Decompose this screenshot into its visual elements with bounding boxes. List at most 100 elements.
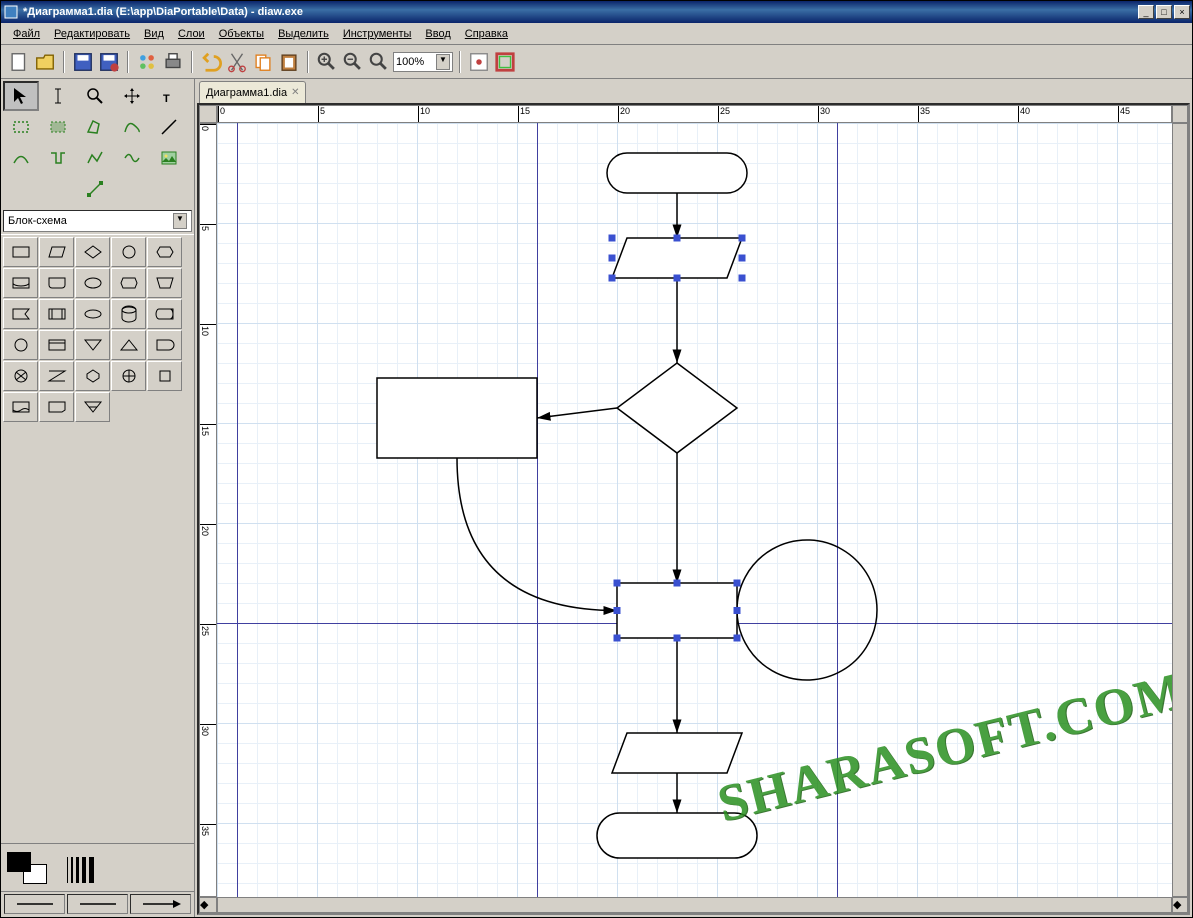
shape-16[interactable] [39, 330, 74, 360]
minimize-button[interactable]: _ [1138, 5, 1154, 19]
tool-pointer[interactable] [3, 81, 39, 111]
menu-help[interactable]: Справка [459, 26, 514, 42]
shape-23[interactable] [111, 361, 146, 391]
tool-arc[interactable] [3, 143, 39, 173]
tool-zigzag[interactable] [40, 143, 76, 173]
grid-button[interactable] [493, 50, 517, 74]
save-button[interactable] [71, 50, 95, 74]
print-button[interactable] [161, 50, 185, 74]
undo-button[interactable] [199, 50, 223, 74]
shape-12[interactable] [75, 299, 110, 329]
shape-26[interactable] [39, 392, 74, 422]
menubar: Файл Редактировать Вид Слои Объекты Выде… [1, 23, 1192, 45]
shape-24[interactable] [147, 361, 182, 391]
shape-7[interactable] [75, 268, 110, 298]
document-tab[interactable]: Диаграмма1.dia ✕ [199, 81, 306, 103]
nav-corner[interactable]: ◆ [199, 897, 217, 913]
tool-rect[interactable] [3, 112, 39, 142]
menu-select[interactable]: Выделить [272, 26, 335, 42]
tool-ellipse[interactable] [40, 112, 76, 142]
resize-corner[interactable]: ◆ [1172, 897, 1188, 913]
chevron-down-icon[interactable]: ▼ [436, 54, 450, 70]
shape-9[interactable] [147, 268, 182, 298]
shape-palette [1, 234, 194, 424]
line-start-style[interactable] [4, 894, 65, 914]
shape-8[interactable] [111, 268, 146, 298]
color-swatch[interactable] [7, 852, 47, 884]
toolbox-panel: T Блок-схема ▼ [1, 79, 195, 917]
line-width-picker[interactable] [67, 853, 94, 883]
cut-button[interactable] [225, 50, 249, 74]
menu-edit[interactable]: Редактировать [48, 26, 136, 42]
shape-22[interactable] [75, 361, 110, 391]
shape-11[interactable] [39, 299, 74, 329]
app-icon [3, 4, 19, 20]
shape-3[interactable] [111, 237, 146, 267]
prefs-button[interactable] [135, 50, 159, 74]
maximize-button[interactable]: □ [1156, 5, 1172, 19]
flowchart-svg [217, 123, 1172, 897]
shape-25[interactable] [3, 392, 38, 422]
copy-button[interactable] [251, 50, 275, 74]
zoomfit-button[interactable] [367, 50, 391, 74]
menu-input[interactable]: Ввод [419, 26, 456, 42]
tool-bezier[interactable] [114, 112, 150, 142]
tool-line[interactable] [151, 112, 187, 142]
shape-19[interactable] [147, 330, 182, 360]
paste-button[interactable] [277, 50, 301, 74]
shape-27[interactable] [75, 392, 110, 422]
shape-category-select[interactable]: Блок-схема ▼ [3, 210, 192, 232]
ruler-corner [199, 105, 217, 123]
snap-button[interactable] [467, 50, 491, 74]
tool-connector[interactable] [77, 174, 113, 204]
shape-14[interactable] [147, 299, 182, 329]
shape-20[interactable] [3, 361, 38, 391]
shape-21[interactable] [39, 361, 74, 391]
shape-10[interactable] [3, 299, 38, 329]
tab-label: Диаграмма1.dia [206, 87, 287, 99]
shape-2[interactable] [75, 237, 110, 267]
fg-color[interactable] [7, 852, 31, 872]
shape-4[interactable] [147, 237, 182, 267]
tool-curve[interactable] [114, 143, 150, 173]
shape-18[interactable] [111, 330, 146, 360]
vertical-scrollbar[interactable] [1172, 123, 1188, 897]
titlebar: *Диаграмма1.dia (E:\app\DiaPortable\Data… [1, 1, 1192, 23]
tool-grid: T [1, 79, 194, 206]
line-dash-style[interactable] [67, 894, 128, 914]
menu-file[interactable]: Файл [7, 26, 46, 42]
menu-layers[interactable]: Слои [172, 26, 211, 42]
menu-view[interactable]: Вид [138, 26, 170, 42]
zoomin-button[interactable] [315, 50, 339, 74]
shape-1[interactable] [39, 237, 74, 267]
new-button[interactable] [7, 50, 31, 74]
tool-magnify[interactable] [77, 81, 113, 111]
menu-objects[interactable]: Объекты [213, 26, 270, 42]
saveas-button[interactable] [97, 50, 121, 74]
shape-17[interactable] [75, 330, 110, 360]
arrow-style-row [1, 891, 194, 917]
menu-tools[interactable]: Инструменты [337, 26, 418, 42]
tool-polyline[interactable] [77, 143, 113, 173]
tool-move[interactable] [114, 81, 150, 111]
shape-13[interactable] [111, 299, 146, 329]
line-end-style[interactable] [130, 894, 191, 914]
chevron-down-icon[interactable]: ▼ [173, 213, 187, 229]
tool-image[interactable] [151, 143, 187, 173]
canvas[interactable]: SHARASOFT.COM [217, 123, 1172, 897]
horizontal-scrollbar[interactable] [217, 897, 1172, 913]
shape-6[interactable] [39, 268, 74, 298]
window-title: *Диаграмма1.dia (E:\app\DiaPortable\Data… [23, 6, 1136, 18]
svg-text:T: T [163, 93, 170, 105]
open-button[interactable] [33, 50, 57, 74]
shape-15[interactable] [3, 330, 38, 360]
shape-5[interactable] [3, 268, 38, 298]
tool-text-cursor[interactable] [40, 81, 76, 111]
close-button[interactable]: × [1174, 5, 1190, 19]
shape-0[interactable] [3, 237, 38, 267]
zoom-input[interactable]: 100%▼ [393, 52, 453, 72]
close-tab-icon[interactable]: ✕ [291, 87, 299, 98]
zoomout-button[interactable] [341, 50, 365, 74]
tool-text[interactable]: T [151, 81, 187, 111]
tool-polygon[interactable] [77, 112, 113, 142]
